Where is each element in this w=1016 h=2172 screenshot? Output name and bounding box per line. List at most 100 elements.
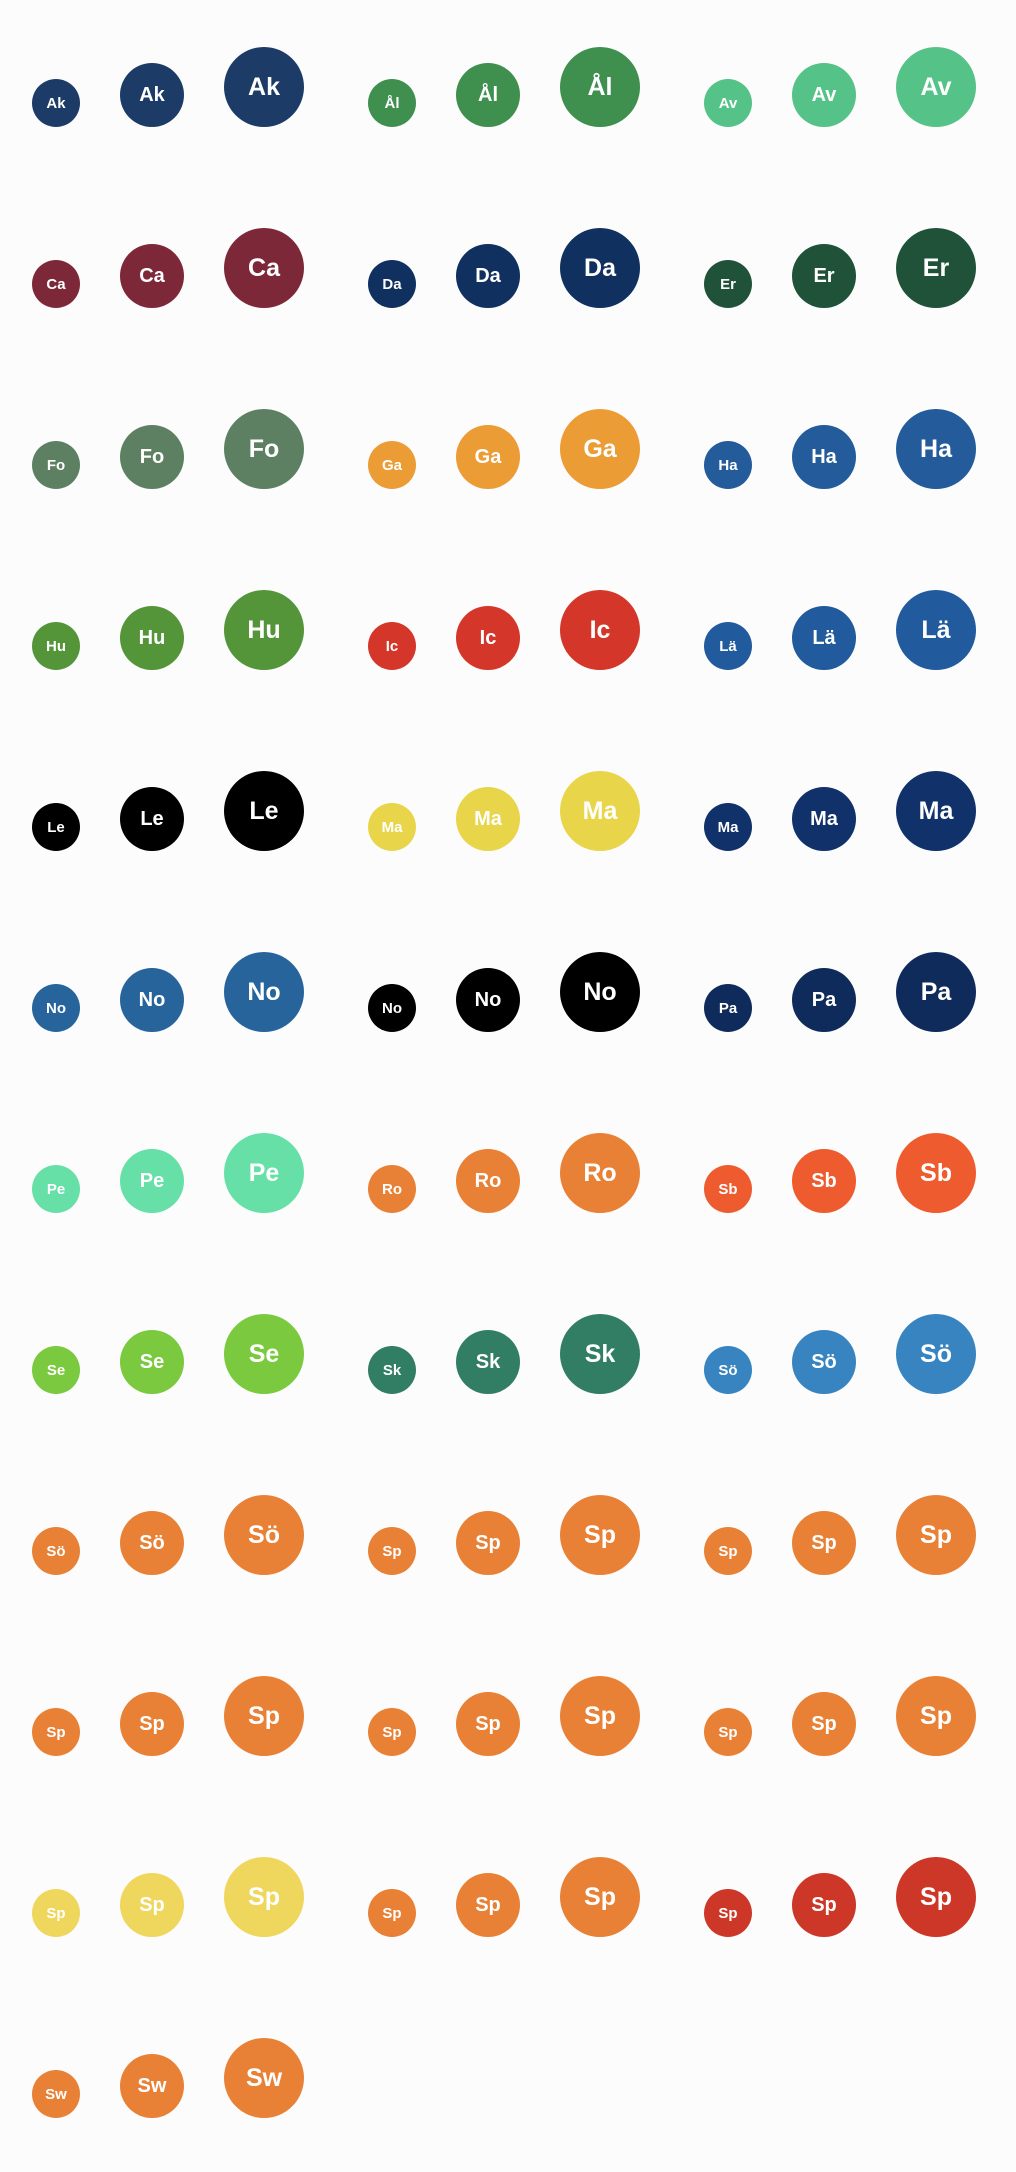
- avatar-medium: Ro: [456, 1149, 520, 1213]
- avatar-group: Sp Sp Sp: [336, 1810, 672, 1991]
- avatar-group: Er Er Er: [672, 181, 1008, 362]
- avatar-small: Er: [704, 260, 752, 308]
- avatar-group: Fo Fo Fo: [0, 362, 336, 543]
- avatar-small: Ha: [704, 441, 752, 489]
- avatar-group: Le Le Le: [0, 724, 336, 905]
- avatar-medium: Le: [120, 787, 184, 851]
- avatar-large: Ma: [560, 771, 640, 851]
- avatar-medium: Lä: [792, 606, 856, 670]
- avatar-group: Sp Sp Sp: [336, 1629, 672, 1810]
- avatar-medium: Fo: [120, 425, 184, 489]
- avatar-large: Sp: [896, 1676, 976, 1756]
- avatar-large: Lä: [896, 590, 976, 670]
- avatar-group: Av Av Av: [672, 0, 1008, 181]
- avatar-medium: Sp: [456, 1692, 520, 1756]
- avatar-group: Sp Sp Sp: [336, 1448, 672, 1629]
- avatar-large: Ic: [560, 590, 640, 670]
- avatar-small: Sp: [32, 1889, 80, 1937]
- avatar-large: Sw: [224, 2038, 304, 2118]
- avatar-large: Pa: [896, 952, 976, 1032]
- avatar-large: Ca: [224, 228, 304, 308]
- avatar-group: Sb Sb Sb: [672, 1086, 1008, 1267]
- avatar-medium: Ma: [792, 787, 856, 851]
- avatar-group: Pa Pa Pa: [672, 905, 1008, 1086]
- avatar-medium: Ca: [120, 244, 184, 308]
- avatar-large: Se: [224, 1314, 304, 1394]
- avatar-large: Da: [560, 228, 640, 308]
- avatar-small: Lä: [704, 622, 752, 670]
- avatar-medium: Sö: [120, 1511, 184, 1575]
- avatar-large: Ha: [896, 409, 976, 489]
- avatar-medium: Sp: [456, 1873, 520, 1937]
- avatar-medium: Ic: [456, 606, 520, 670]
- avatar-medium: Sö: [792, 1330, 856, 1394]
- avatar-medium: Sp: [792, 1511, 856, 1575]
- avatar-small: Sö: [704, 1346, 752, 1394]
- avatar-large: Sp: [896, 1857, 976, 1937]
- avatar-group: Sk Sk Sk: [336, 1267, 672, 1448]
- avatar-medium: Sp: [792, 1692, 856, 1756]
- avatar-group: Lä Lä Lä: [672, 543, 1008, 724]
- avatar-group: Ål Ål Ål: [336, 0, 672, 181]
- avatar-medium: No: [120, 968, 184, 1032]
- avatar-small: Pe: [32, 1165, 80, 1213]
- avatar-medium: Sp: [120, 1692, 184, 1756]
- avatar-group: Sö Sö Sö: [672, 1267, 1008, 1448]
- avatar-small: Hu: [32, 622, 80, 670]
- avatar-small: Sb: [704, 1165, 752, 1213]
- avatar-medium: Sp: [456, 1511, 520, 1575]
- avatar-medium: No: [456, 968, 520, 1032]
- avatar-small: Sö: [32, 1527, 80, 1575]
- avatar-small: Ca: [32, 260, 80, 308]
- avatar-group: Ca Ca Ca: [0, 181, 336, 362]
- avatar-large: Av: [896, 47, 976, 127]
- avatar-large: Sp: [224, 1676, 304, 1756]
- avatar-medium: Av: [792, 63, 856, 127]
- avatar-large: Sp: [560, 1676, 640, 1756]
- avatar-large: Sp: [896, 1495, 976, 1575]
- avatar-small: Sp: [32, 1708, 80, 1756]
- avatar-medium: Da: [456, 244, 520, 308]
- avatar-group: Se Se Se: [0, 1267, 336, 1448]
- avatar-small: Pa: [704, 984, 752, 1032]
- avatar-large: Sb: [896, 1133, 976, 1213]
- avatar-small: No: [32, 984, 80, 1032]
- avatar-large: Ål: [560, 47, 640, 127]
- avatar-medium: Sb: [792, 1149, 856, 1213]
- avatar-large: Sk: [560, 1314, 640, 1394]
- avatar-medium: Ål: [456, 63, 520, 127]
- avatar-group: Ma Ma Ma: [672, 724, 1008, 905]
- avatar-large: No: [224, 952, 304, 1032]
- avatar-small: Sp: [704, 1889, 752, 1937]
- avatar-medium: Sp: [792, 1873, 856, 1937]
- avatar-group: No No No: [0, 905, 336, 1086]
- avatar-group: Sp Sp Sp: [672, 1810, 1008, 1991]
- avatar-medium: Pa: [792, 968, 856, 1032]
- avatar-group: Sö Sö Sö: [0, 1448, 336, 1629]
- avatar-large: Le: [224, 771, 304, 851]
- avatar-group: Ga Ga Ga: [336, 362, 672, 543]
- avatar-group: Ro Ro Ro: [336, 1086, 672, 1267]
- avatar-small: Ic: [368, 622, 416, 670]
- avatar-large: Ro: [560, 1133, 640, 1213]
- avatar-group: Ma Ma Ma: [336, 724, 672, 905]
- avatar-small: Sw: [32, 2070, 80, 2118]
- avatar-medium: Hu: [120, 606, 184, 670]
- avatar-small: Se: [32, 1346, 80, 1394]
- avatar-small: Sp: [704, 1527, 752, 1575]
- avatar-small: Ma: [704, 803, 752, 851]
- avatar-medium: Ha: [792, 425, 856, 489]
- avatar-large: Er: [896, 228, 976, 308]
- avatar-large: Sö: [224, 1495, 304, 1575]
- avatar-group: Sp Sp Sp: [672, 1448, 1008, 1629]
- avatar-group: Sp Sp Sp: [0, 1629, 336, 1810]
- avatar-large: Hu: [224, 590, 304, 670]
- avatar-medium: Pe: [120, 1149, 184, 1213]
- avatar-group: Da Da Da: [336, 181, 672, 362]
- avatar-small: Sp: [368, 1889, 416, 1937]
- avatar-small: Sp: [704, 1708, 752, 1756]
- avatar-group: Ic Ic Ic: [336, 543, 672, 724]
- avatar-group: No No No: [336, 905, 672, 1086]
- avatar-medium: Sp: [120, 1873, 184, 1937]
